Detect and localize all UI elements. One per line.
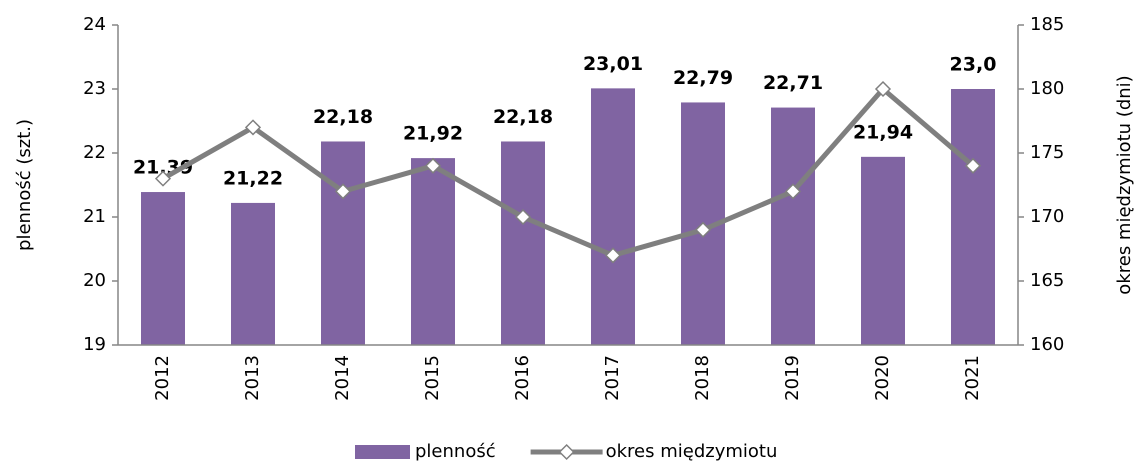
value-label: 21,39 (133, 157, 193, 179)
x-tick-label: 2017 (602, 355, 623, 401)
line-marker (424, 157, 442, 174)
x-tick-label: 2019 (782, 355, 803, 401)
y2-tick-label: 175 (1030, 142, 1064, 163)
x-tick-label: 2016 (512, 355, 533, 401)
value-label: 23,01 (583, 53, 643, 75)
x-tick-label: 2020 (872, 355, 893, 401)
line-marker (154, 170, 172, 187)
bar (411, 158, 455, 345)
y2-tick-label: 170 (1030, 206, 1064, 227)
y2-tick-label: 160 (1030, 334, 1064, 355)
line-marker (244, 119, 262, 136)
bar (861, 156, 905, 345)
y2-axis-title: okres międzymiotu (dni) (1114, 75, 1135, 294)
value-label: 22,18 (493, 106, 553, 128)
line-marker (784, 183, 802, 200)
y2-tick-label: 185 (1030, 14, 1064, 35)
line-marker (334, 183, 352, 200)
x-tick-label: 2018 (692, 355, 713, 401)
value-label: 23,0 (950, 54, 997, 76)
x-tick-label: 2014 (332, 355, 353, 401)
y-tick-label: 23 (83, 78, 106, 99)
line-marker (874, 80, 892, 98)
line-marker (694, 221, 712, 238)
legend-label: plenność (415, 441, 496, 462)
legend-swatch (355, 445, 410, 459)
bar (951, 89, 995, 345)
value-label: 22,79 (673, 67, 733, 89)
legend-label: okres międzymiotu (606, 441, 778, 462)
legend-marker (558, 443, 575, 461)
y-tick-label: 19 (83, 334, 106, 355)
line-marker (514, 208, 532, 226)
bar (591, 88, 635, 346)
y2-tick-label: 165 (1030, 270, 1064, 291)
value-label: 21,92 (403, 123, 463, 145)
y-axis-title: plenność (szt.) (14, 119, 35, 251)
line-marker (604, 247, 622, 264)
value-label: 21,94 (853, 121, 913, 143)
x-tick-label: 2012 (152, 355, 173, 401)
value-label: 22,71 (763, 72, 823, 94)
value-label: 21,22 (223, 167, 283, 189)
y-tick-label: 24 (83, 14, 106, 35)
line (161, 86, 975, 258)
bar (501, 141, 545, 345)
x-tick-label: 2015 (422, 355, 443, 401)
bar (321, 141, 365, 345)
y-tick-label: 21 (83, 206, 106, 227)
bar (231, 202, 275, 345)
x-tick-label: 2021 (962, 355, 983, 401)
x-tick-label: 2013 (242, 355, 263, 401)
y2-tick-label: 180 (1030, 78, 1064, 99)
value-label: 22,18 (313, 106, 373, 128)
bar (771, 107, 815, 345)
y-tick-label: 22 (83, 142, 106, 163)
y-tick-label: 20 (83, 270, 106, 291)
line-marker (964, 157, 982, 174)
bar (141, 192, 185, 345)
